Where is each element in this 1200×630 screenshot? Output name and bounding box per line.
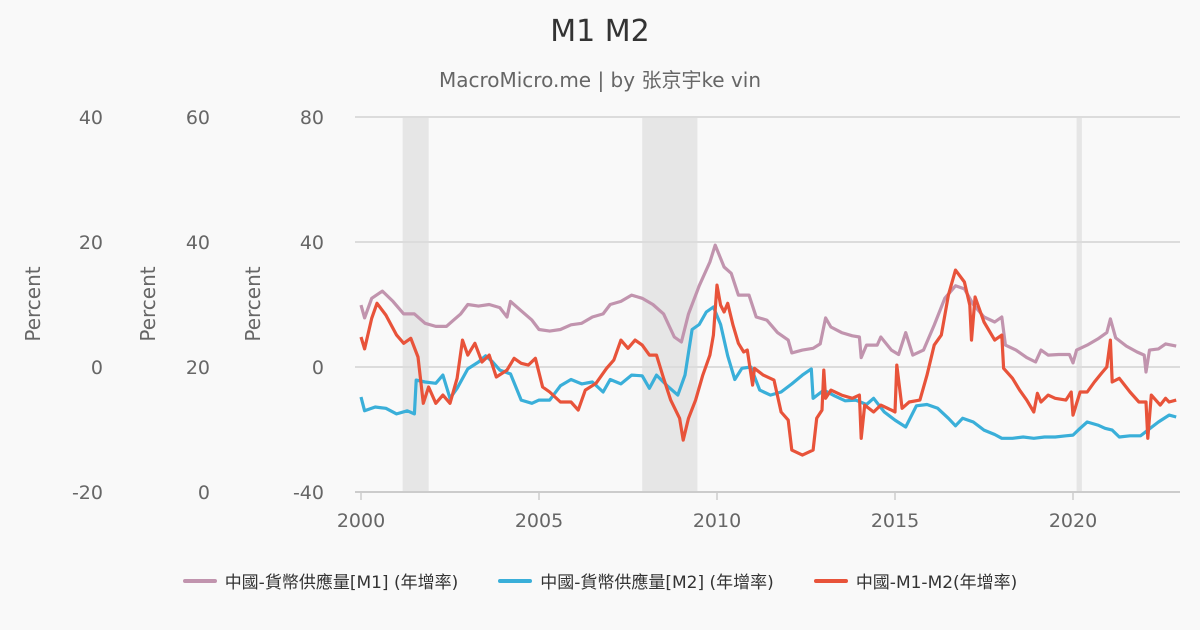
series-line-m2[interactable] [359, 305, 1177, 440]
legend-item-m1[interactable]: 中國-貨幣供應量[M1] (年增率) [182, 568, 459, 593]
legend-label-m1: 中國-貨幣供應量[M1] (年增率) [224, 573, 459, 593]
y-axis-title: Percent [136, 266, 160, 341]
x-tick-label: 2010 [693, 510, 741, 532]
chart-subtitle: MacroMicro.me | by 张京宇ke vin [438, 68, 762, 92]
legend: 中國-貨幣供應量[M1] (年增率) 中國-貨幣供應量[M2] (年增率) 中國… [0, 568, 1200, 593]
y-tick-label: 40 [186, 232, 210, 254]
legend-item-m2[interactable]: 中國-貨幣供應量[M2] (年增率) [498, 568, 774, 593]
y-tick-label: 60 [186, 107, 210, 129]
x-axis: 2000 2005 2010 2015 2020 [337, 492, 1097, 532]
y-tick-label: 0 [198, 482, 210, 504]
legend-label-m1-m2: 中國-M1-M2(年增率) [855, 573, 1018, 593]
y-tick-label: 0 [91, 357, 103, 379]
y-tick-label: 80 [300, 107, 324, 129]
y-axis-title: Percent [241, 266, 265, 341]
legend-label-m2: 中國-貨幣供應量[M2] (年增率) [540, 573, 774, 593]
series-lines [359, 243, 1177, 457]
shaded-period [402, 117, 429, 492]
legend-swatch-m2 [498, 578, 533, 583]
legend-swatch-m1-m2 [813, 578, 848, 583]
series-line-m1-m2[interactable] [359, 268, 1177, 457]
y-tick-label: -20 [72, 482, 103, 504]
x-tick-label: 2005 [515, 510, 563, 532]
y-tick-label: -40 [293, 482, 324, 504]
x-tick-label: 2020 [1049, 510, 1097, 532]
y-tick-label: 20 [79, 232, 103, 254]
y-tick-label: 40 [79, 107, 103, 129]
series-line-m1[interactable] [359, 243, 1177, 374]
x-tick-label: 2015 [871, 510, 919, 532]
y-tick-label: 0 [312, 357, 324, 379]
shaded-period [1076, 117, 1082, 492]
y-tick-label: 20 [186, 357, 210, 379]
y-axes: -20 0 20 40 Percent 0 20 40 60 Percent -40 0 40 80 Per… [21, 107, 324, 504]
shaded-periods [402, 117, 1082, 492]
x-tick-label: 2000 [337, 510, 385, 532]
y-axis-title: Percent [21, 266, 45, 341]
chart-title: M1 M2 [550, 14, 650, 49]
legend-swatch-m1 [182, 578, 217, 583]
legend-item-m1-m2[interactable]: 中國-M1-M2(年增率) [813, 568, 1018, 593]
y-tick-label: 40 [300, 232, 324, 254]
